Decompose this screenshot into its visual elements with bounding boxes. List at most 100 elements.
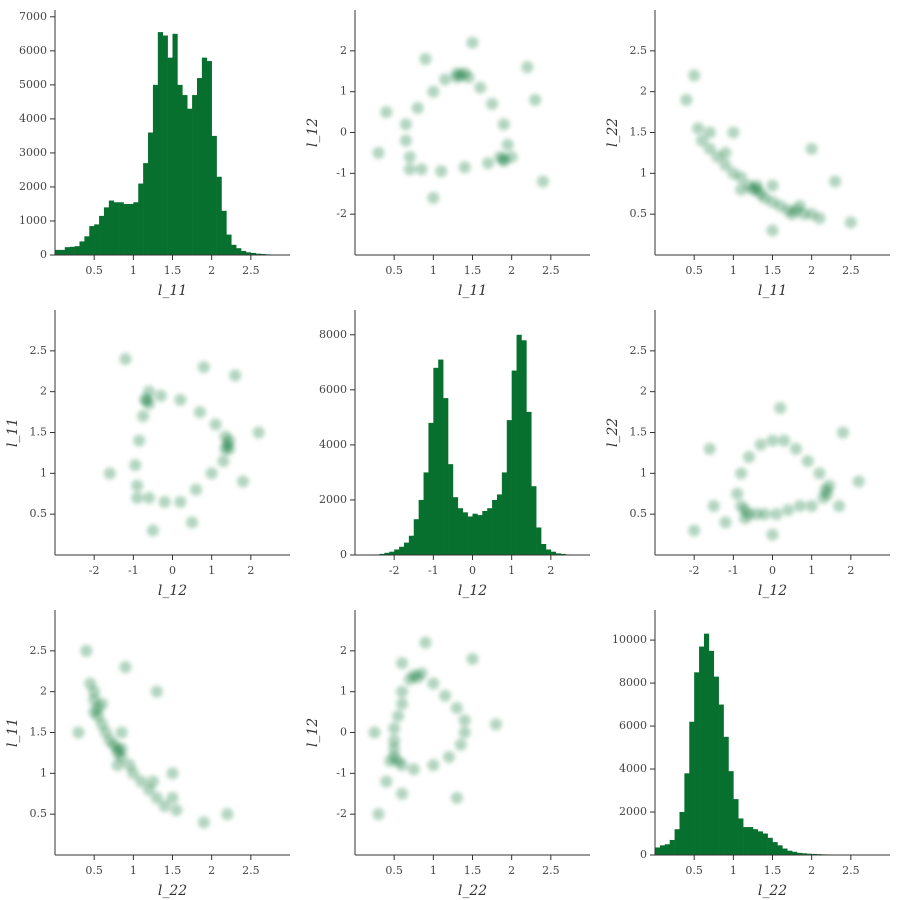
- point: [735, 183, 748, 196]
- point: [707, 500, 720, 512]
- point: [703, 442, 716, 455]
- point: [692, 122, 705, 135]
- point: [474, 81, 487, 94]
- bar: [492, 499, 498, 555]
- point: [439, 73, 452, 86]
- x-tick-label: 2: [808, 864, 815, 877]
- panel: 0.5 1 1.5 2 2.5 -2 -1 0 1 2 l_22 l_12: [305, 610, 590, 899]
- x-tick-label: 1.5: [464, 864, 482, 877]
- point: [103, 467, 116, 480]
- point: [399, 118, 412, 131]
- x-tick-label: 2: [508, 264, 515, 277]
- point: [388, 742, 401, 755]
- x-tick-label: 1: [130, 264, 137, 277]
- y-axis-label: l_22: [605, 418, 621, 447]
- point: [115, 742, 128, 755]
- point: [419, 636, 432, 649]
- point: [774, 402, 787, 414]
- point: [427, 191, 440, 204]
- point: [719, 516, 732, 529]
- point: [133, 434, 146, 447]
- bar: [192, 95, 198, 255]
- bar: [752, 829, 759, 855]
- point: [731, 487, 744, 500]
- bar: [157, 32, 164, 255]
- y-tick-label: -2: [336, 807, 347, 820]
- bar: [501, 472, 508, 555]
- y-tick-label: 10000: [612, 633, 647, 646]
- x-tick-label: 0: [469, 564, 476, 577]
- x-tick-label: 0.5: [685, 264, 703, 277]
- point-cloud: [72, 644, 234, 829]
- point: [221, 808, 234, 821]
- point: [688, 69, 701, 82]
- point: [770, 508, 783, 521]
- x-tick-label: 1: [430, 264, 437, 277]
- bar: [55, 249, 61, 255]
- y-tick-label: 1000: [19, 214, 47, 227]
- bar: [152, 84, 159, 255]
- panel: -2 -1 0 1 2 0.5 1 1.5 2 2.5 l_12 l_11: [5, 310, 290, 599]
- point: [131, 479, 144, 492]
- x-tick-label: 0.5: [85, 864, 103, 877]
- x-tick-label: 2.5: [242, 264, 260, 277]
- bar: [236, 248, 242, 255]
- bar: [418, 499, 424, 555]
- bar: [545, 549, 552, 555]
- x-tick-label: 2: [508, 864, 515, 877]
- bar: [792, 851, 798, 855]
- point: [115, 726, 128, 739]
- bar: [772, 842, 778, 855]
- point: [384, 755, 397, 768]
- point: [143, 491, 155, 504]
- point: [486, 97, 499, 110]
- x-tick-label: 2: [247, 564, 254, 577]
- point: [778, 434, 791, 447]
- bar: [743, 827, 749, 855]
- y-tick-label: 2: [640, 385, 647, 398]
- x-axis-label: l_12: [158, 583, 187, 599]
- point: [703, 126, 716, 139]
- point: [735, 500, 748, 512]
- x-tick-label: 2: [208, 864, 215, 877]
- x-tick-label: 2: [808, 264, 815, 277]
- point: [205, 467, 218, 480]
- point: [793, 500, 806, 512]
- bar: [536, 527, 542, 555]
- point: [119, 353, 132, 365]
- point: [399, 134, 412, 147]
- point: [805, 142, 818, 155]
- y-axis-label: l_22: [605, 118, 621, 147]
- x-tick-label: 1: [130, 864, 137, 877]
- point: [146, 775, 159, 788]
- point: [392, 710, 405, 723]
- bar: [555, 553, 561, 555]
- point: [833, 500, 846, 512]
- y-tick-label: 7000: [19, 10, 47, 23]
- bar: [782, 848, 788, 855]
- bar: [108, 200, 115, 255]
- point: [497, 155, 510, 168]
- point: [197, 361, 210, 374]
- x-tick-label: -2: [689, 564, 700, 577]
- bar: [738, 818, 744, 855]
- bar: [182, 95, 188, 255]
- point: [72, 726, 85, 739]
- bar: [521, 340, 527, 555]
- bar: [394, 549, 400, 555]
- point: [131, 491, 144, 504]
- bar: [260, 253, 266, 255]
- x-tick-label: 2.5: [542, 864, 560, 877]
- y-tick-label: 0.5: [30, 807, 48, 820]
- bar: [241, 250, 247, 255]
- x-tick-label: 1.5: [464, 264, 482, 277]
- point: [497, 118, 510, 131]
- point: [166, 791, 179, 804]
- y-tick-label: 2.5: [30, 344, 48, 357]
- y-tick-label: 4000: [19, 112, 47, 125]
- point: [217, 455, 230, 468]
- x-tick-label: -1: [128, 564, 139, 577]
- point: [458, 726, 471, 739]
- point: [403, 673, 416, 686]
- point: [396, 685, 408, 698]
